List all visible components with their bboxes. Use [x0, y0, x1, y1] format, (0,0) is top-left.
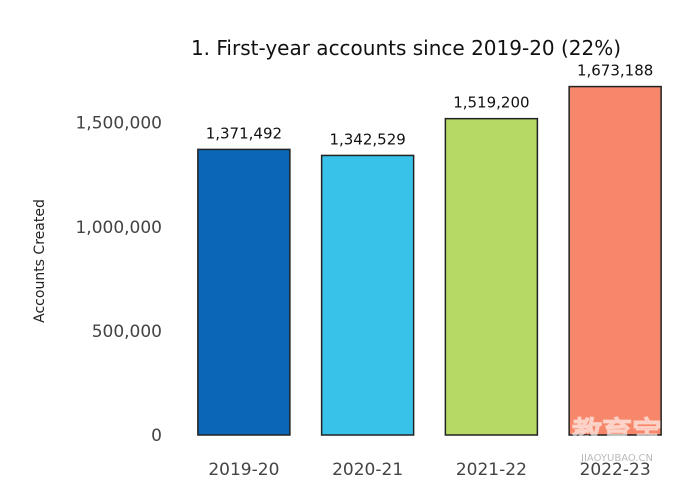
- bar-2022-23: [568, 85, 662, 436]
- bar-2019-20: [197, 148, 291, 436]
- y-tick-label-3: 1,500,000: [75, 114, 162, 134]
- y-tick-label-0: 0: [151, 426, 162, 446]
- data-label-2022-23: 1,673,188: [577, 62, 653, 80]
- bar-2021-22: [444, 117, 539, 436]
- data-labels-layer: 1,371,492 1,342,529 1,519,200 1,673,188: [206, 62, 654, 149]
- data-label-2019-20: 1,371,492: [206, 124, 282, 142]
- axis-ticks-layer: 2019-20 2020-21 2021-22 2022-23 0 500,000 1,00…: [75, 114, 650, 480]
- data-label-2020-21: 1,342,529: [329, 130, 405, 148]
- y-tick-label-2: 1,000,000: [75, 218, 162, 238]
- y-axis-label: Accounts Created: [32, 199, 48, 323]
- x-tick-label-2020-21: 2020-21: [332, 460, 403, 480]
- watermark-subtext: JIAOYUBAO.CN: [580, 453, 653, 464]
- y-tick-label-1: 500,000: [92, 322, 162, 342]
- bar-2020-21: [320, 154, 415, 436]
- x-tick-label-2019-20: 2019-20: [208, 460, 279, 480]
- chart-title: 1. First-year accounts since 2019-20 (22…: [191, 36, 621, 60]
- x-tick-label-2022-23: 2022-23: [580, 460, 651, 480]
- data-label-2021-22: 1,519,200: [453, 94, 529, 112]
- watermark: 教育宝 JIAOYUBAO.CN: [572, 416, 663, 465]
- watermark-text: 教育宝: [572, 416, 662, 451]
- x-tick-label-2021-22: 2021-22: [456, 460, 527, 480]
- bars-layer: [197, 85, 662, 436]
